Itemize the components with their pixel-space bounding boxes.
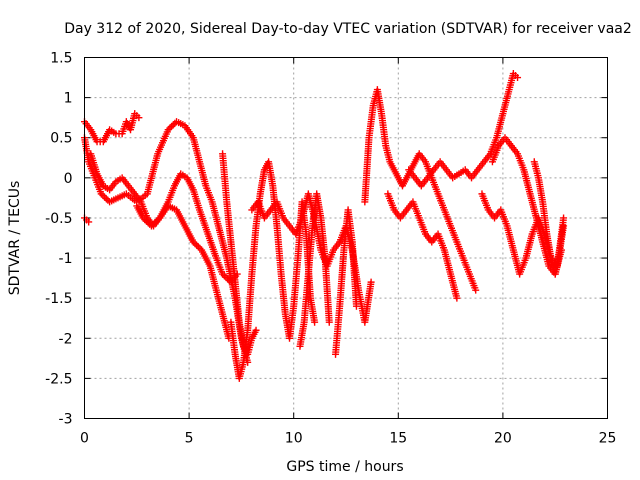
- series-arc-9: [296, 190, 333, 350]
- series-arc-10: [332, 206, 360, 358]
- y-tick-label: 1: [64, 91, 73, 107]
- series-arc-16: [530, 158, 568, 278]
- data-point: [453, 294, 461, 302]
- y-tick-label: -2: [59, 331, 73, 347]
- data-point: [560, 214, 568, 222]
- y-tick-label: -0.5: [45, 211, 72, 227]
- y-tick-label: 0.5: [50, 131, 72, 147]
- series-arc-3: [87, 150, 241, 286]
- series-arc-6: [227, 158, 319, 382]
- series-arc-11: [361, 86, 480, 294]
- data-point: [168, 122, 176, 130]
- y-tick-label: -3: [59, 412, 73, 428]
- data-point: [252, 326, 260, 334]
- x-tick-label: 25: [599, 431, 617, 447]
- series-arc-1: [81, 110, 143, 146]
- data-markers: [81, 70, 568, 382]
- data-point: [193, 241, 201, 249]
- data-point: [514, 74, 522, 82]
- data-point: [135, 114, 143, 122]
- data-point: [101, 193, 109, 201]
- data-point: [325, 318, 333, 326]
- data-point: [85, 218, 93, 226]
- grid-lines: [84, 57, 608, 419]
- y-tick-labels: -3 -2.5 -2 -1.5 -1 -0.5 0 0.5 1 1.5: [45, 51, 72, 428]
- x-tick-label: 5: [185, 431, 194, 447]
- x-tick-label: 15: [389, 431, 407, 447]
- series-arc-13: [405, 70, 522, 190]
- x-tick-label: 10: [285, 431, 303, 447]
- x-tick-labels: 0 5 10 15 20 25: [80, 431, 616, 447]
- data-point: [472, 286, 480, 294]
- series-arc-7: [219, 150, 260, 358]
- series-arc-4: [81, 214, 93, 226]
- data-point: [311, 318, 319, 326]
- y-tick-label: 1.5: [50, 51, 72, 67]
- data-point: [352, 302, 360, 310]
- series-arc-12: [384, 190, 461, 302]
- y-tick-label: 0: [64, 171, 73, 187]
- plot-frame: [84, 57, 608, 419]
- y-axis-label: SDTVAR / TECUs: [7, 181, 23, 296]
- x-axis-label: GPS time / hours: [286, 459, 403, 475]
- data-point: [194, 243, 202, 251]
- x-tick-label: 20: [494, 431, 512, 447]
- y-tick-label: -1.5: [45, 291, 72, 307]
- data-point: [367, 278, 375, 286]
- y-tick-label: -2.5: [45, 371, 72, 387]
- x-tick-label: 0: [80, 431, 89, 447]
- y-tick-label: -1: [59, 251, 73, 267]
- chart-title: Day 312 of 2020, Sidereal Day-to-day VTE…: [64, 21, 632, 37]
